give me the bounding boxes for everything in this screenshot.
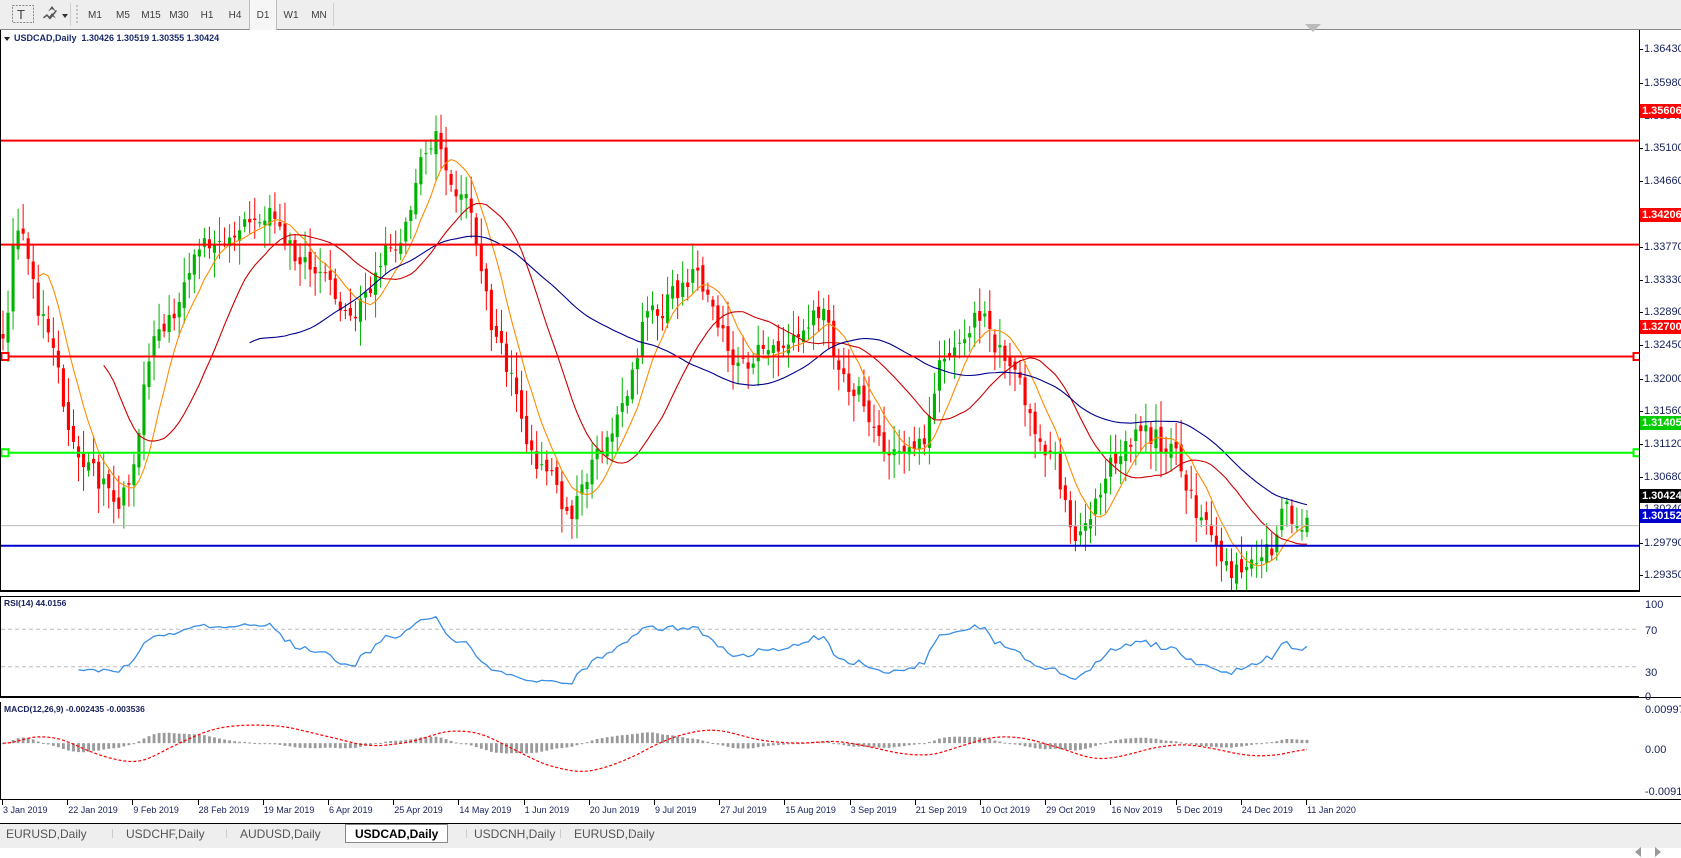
svg-text:T: T [17,7,25,22]
